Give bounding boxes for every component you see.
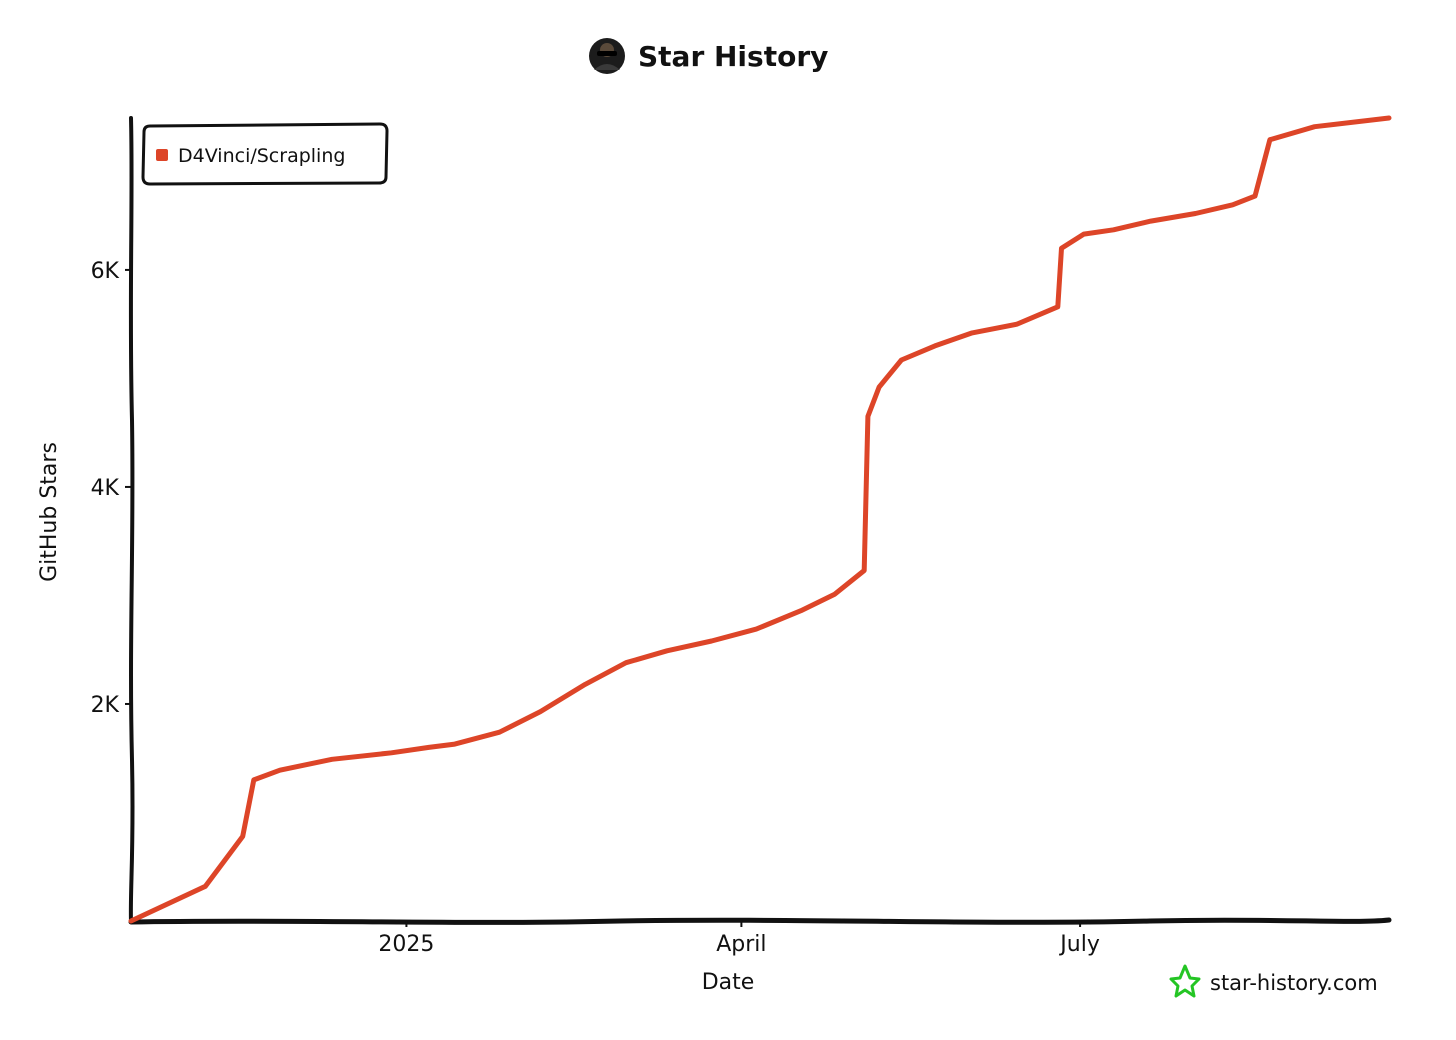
x-tick-label: 2025 [378,932,434,957]
chart-title-text: Star History [638,40,828,73]
x-tick-label: April [716,932,766,957]
star-outline-icon [1169,964,1201,998]
series-line [128,115,1392,924]
legend: D4Vinci/Scrapling [141,122,389,186]
watermark: star-history.com [1169,964,1378,998]
x-axis-title: Date [702,970,755,995]
y-axis-line [128,116,135,924]
legend-label: D4Vinci/Scrapling [178,145,345,167]
y-tick-label: 4K [91,476,120,501]
user-avatar-icon [589,38,625,74]
x-axis-line [128,917,1392,925]
legend-swatch [156,149,168,161]
chart-title: Star History [589,38,828,74]
series-layer [128,115,1392,924]
y-axis-ticks: 2K 4K 6K [91,259,131,718]
x-axis-ticks: 2025 April July [378,921,1100,957]
y-tick-label: 2K [91,693,120,718]
y-tick-label: 6K [91,259,120,284]
y-axis-title: GitHub Stars [37,442,62,582]
x-tick-label: July [1058,932,1100,957]
watermark-text: star-history.com [1210,971,1378,995]
legend-box [141,122,389,186]
